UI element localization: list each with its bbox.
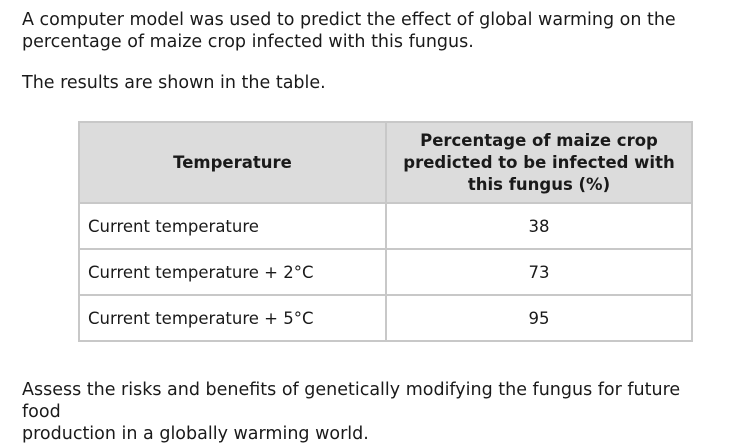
intro-line: percentage of maize crop infected with t…: [22, 32, 474, 52]
temperature-column-header: Temperature: [78, 121, 387, 204]
temperature-cell: Current temperature: [78, 202, 387, 250]
question-line: Assess the risks and benefits of genetic…: [22, 380, 681, 422]
percentage-cell: 95: [385, 294, 693, 342]
intro-line: A computer model was used to predict the…: [22, 10, 676, 30]
intro-paragraph: A computer model was used to predict the…: [22, 9, 722, 53]
question-paragraph: Assess the risks and benefits of genetic…: [22, 379, 722, 445]
percentage-cell: 73: [385, 248, 693, 296]
table-header-row: Temperature Percentage of maize crop pre…: [78, 121, 693, 204]
temperature-cell: Current temperature + 5°C: [78, 294, 387, 342]
question-line: production in a globally warming world.: [22, 424, 369, 444]
table-row: Current temperature 38: [78, 202, 693, 250]
header-line: this fungus (%): [467, 174, 611, 194]
percentage-column-header: Percentage of maize crop predicted to be…: [385, 121, 693, 204]
results-table: Temperature Percentage of maize crop pre…: [78, 121, 693, 342]
results-statement: The results are shown in the table.: [22, 73, 326, 93]
header-line: Percentage of maize crop: [420, 130, 658, 150]
header-line: predicted to be infected with: [403, 152, 675, 172]
table-row: Current temperature + 5°C 95: [78, 294, 693, 342]
percentage-cell: 38: [385, 202, 693, 250]
temperature-cell: Current temperature + 2°C: [78, 248, 387, 296]
table-row: Current temperature + 2°C 73: [78, 248, 693, 296]
